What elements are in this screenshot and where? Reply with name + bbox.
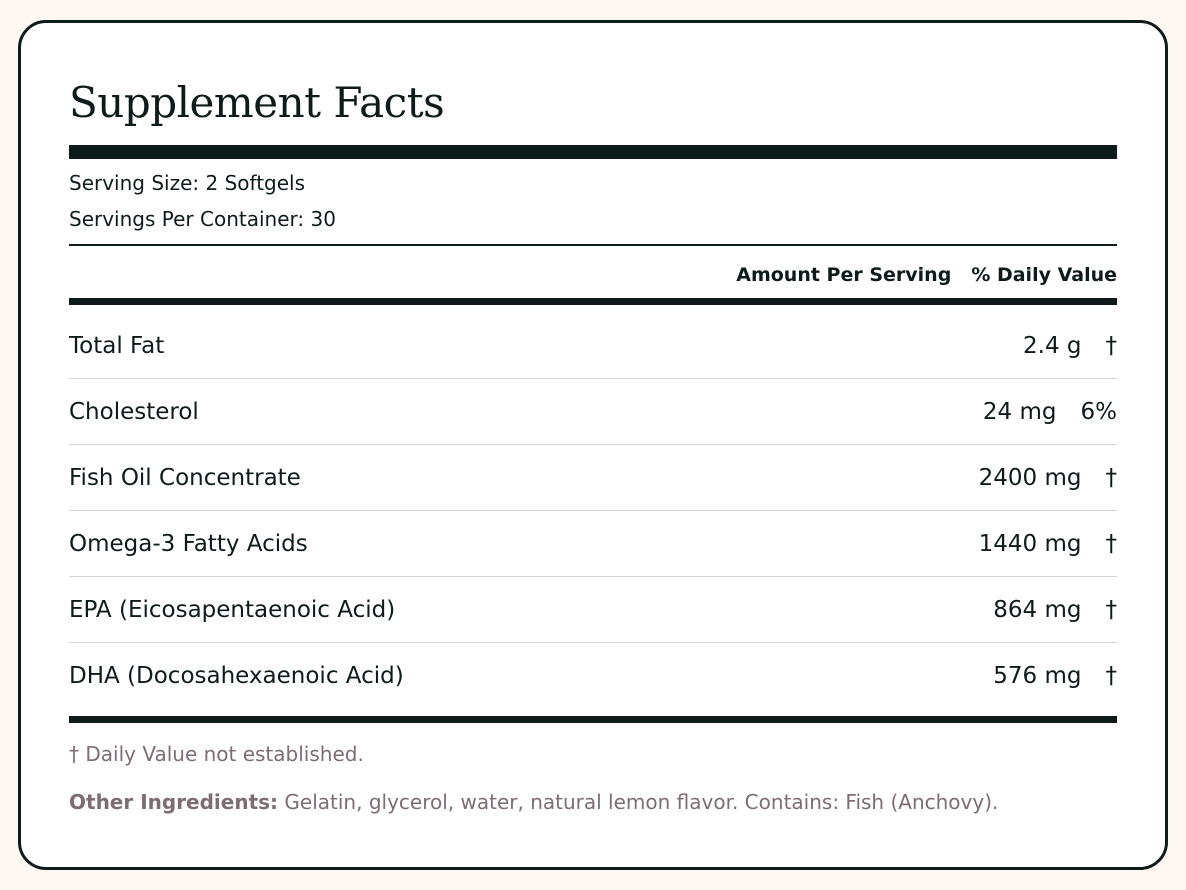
medium-rule — [69, 298, 1117, 305]
title: Supplement Facts — [69, 78, 445, 127]
nutrient-row: EPA (Eicosapentaenoic Acid) 864 mg † — [69, 577, 1117, 643]
daily-value: † — [1105, 663, 1118, 689]
daily-value: † — [1105, 464, 1118, 491]
amount: 1440 mg — [978, 530, 1082, 557]
amount-header: Amount Per Serving — [736, 264, 952, 286]
nutrient-table: Total Fat 2.4 g † Cholesterol 24 mg 6% Fish Oi… — [69, 313, 1117, 709]
nutrient-name: Cholesterol — [69, 398, 199, 425]
thick-rule — [69, 145, 1117, 159]
nutrient-row: Cholesterol 24 mg 6% — [69, 379, 1117, 445]
nutrient-row: Fish Oil Concentrate 2400 mg † — [69, 445, 1117, 511]
amount: 2.4 g — [1023, 332, 1082, 359]
amount: 864 mg — [993, 596, 1082, 623]
amount: 576 mg — [993, 663, 1082, 689]
servings-per-container: Servings Per Container: 30 — [69, 207, 336, 231]
nutrient-name: Omega-3 Fatty Acids — [69, 530, 308, 557]
ingredients-label: Other Ingredients: — [69, 790, 279, 814]
footnote: † Daily Value not established. — [69, 742, 364, 766]
daily-value: † — [1105, 530, 1118, 557]
amount: 24 mg — [982, 398, 1057, 425]
nutrient-row: Total Fat 2.4 g † — [69, 313, 1117, 379]
nutrient-name: Fish Oil Concentrate — [69, 464, 301, 491]
daily-value: 6% — [1080, 398, 1118, 425]
nutrient-row: Omega-3 Fatty Acids 1440 mg † — [69, 511, 1117, 577]
amount: 2400 mg — [978, 464, 1082, 491]
nutrient-name: EPA (Eicosapentaenoic Acid) — [69, 596, 396, 623]
daily-value: † — [1105, 596, 1118, 623]
medium-rule — [69, 716, 1117, 723]
nutrient-row: DHA (Docosahexaenoic Acid) 576 mg † — [69, 643, 1117, 709]
nutrient-name: Total Fat — [69, 332, 165, 359]
daily-value: † — [1105, 332, 1118, 359]
thin-rule — [69, 244, 1117, 246]
daily-value-header: % Daily Value — [971, 264, 1117, 286]
facts-card — [18, 20, 1168, 870]
nutrient-name: DHA (Docosahexaenoic Acid) — [69, 663, 404, 689]
ingredients-text: Gelatin, glycerol, water, natural lemon … — [284, 790, 999, 814]
serving-size: Serving Size: 2 Softgels — [69, 171, 306, 195]
other-ingredients: Other Ingredients: Gelatin, glycerol, wa… — [69, 790, 1117, 814]
table-header: Amount Per Serving % Daily Value — [69, 264, 1117, 286]
